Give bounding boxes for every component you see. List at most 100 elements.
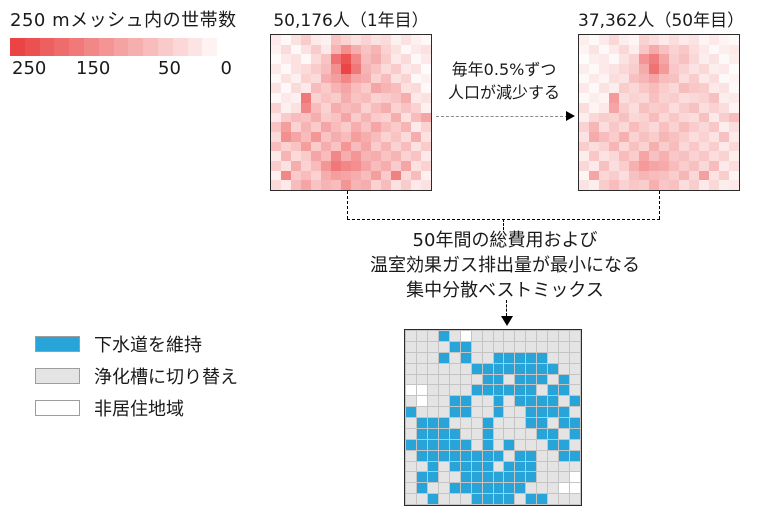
heatmap-cell <box>579 73 589 84</box>
heatmap-cell <box>619 180 629 190</box>
bestmix-cell-sewer <box>471 385 482 396</box>
heatmap-cell <box>371 170 381 181</box>
heatmap-cell <box>649 64 659 74</box>
heatmap-cell <box>589 131 599 142</box>
heatmap-cell <box>649 180 659 190</box>
heatmap-cell <box>589 102 599 113</box>
bestmix-cell-septic <box>515 407 526 417</box>
heatmap-cell <box>351 64 361 74</box>
heatmap-cell <box>659 44 669 55</box>
heatmap-cell <box>281 102 291 113</box>
heatmap-cell <box>689 102 699 113</box>
colorbar-segment <box>39 38 55 56</box>
heatmap-cell <box>709 112 719 123</box>
bestmix-cell-sewer <box>482 450 493 461</box>
heatmap-cell <box>421 122 431 132</box>
heatmap-cell <box>341 102 351 113</box>
heatmap-cell <box>361 122 371 132</box>
heatmap-cell <box>589 141 599 152</box>
bestmix-cell-septic <box>515 439 526 450</box>
colorbar-tick-50: 50 <box>158 58 181 79</box>
bestmix-cell-septic <box>427 385 438 396</box>
heatmap-cell <box>381 73 391 84</box>
heatmap-cell <box>371 180 381 190</box>
heatmap-cell <box>579 54 589 65</box>
colorbar-tick-0: 0 <box>220 58 232 79</box>
bestmix-cell-sewer <box>504 385 515 396</box>
heatmap-cell <box>709 102 719 113</box>
bestmix-cell-sewer <box>460 407 471 417</box>
heatmap-cell <box>679 64 689 74</box>
bestmix-cell-septic <box>482 352 493 363</box>
bestmix-cell-septic <box>548 483 559 494</box>
bestmix-cell-sewer <box>526 461 537 472</box>
bestmix-cell-septic <box>406 418 416 428</box>
heatmap-cell <box>371 83 381 94</box>
heatmap-cell <box>311 160 321 171</box>
bestmix-cell-septic <box>471 352 482 363</box>
heatmap-cell <box>321 160 331 171</box>
heatmap-cell <box>331 180 341 190</box>
heatmap-cell <box>391 102 401 113</box>
bestmix-cell-sewer <box>548 428 559 439</box>
heatmap-cell <box>689 44 699 55</box>
heatmap-cell <box>709 64 719 74</box>
bestmix-cell-septic <box>460 363 471 374</box>
heatmap-cell <box>629 64 639 74</box>
heatmap-cell <box>411 102 421 113</box>
heatmap-cell <box>639 44 649 55</box>
bestmix-cell-septic <box>537 472 548 483</box>
nonres-color-swatch <box>35 400 80 416</box>
heatmap-cell <box>311 170 321 181</box>
heatmap-cell <box>341 131 351 142</box>
heatmap-cell <box>371 64 381 74</box>
connector-right-vertical <box>659 191 660 219</box>
heatmap-cell <box>401 151 411 161</box>
heatmap-cell <box>669 73 679 84</box>
heatmap-cell <box>331 151 341 161</box>
legend-row-sewer: 下水道を維持 <box>35 334 238 356</box>
bestmix-cell-septic <box>406 374 416 385</box>
colorbar-segment <box>98 38 114 56</box>
heatmap-cell <box>311 44 321 55</box>
heatmap-cell <box>401 141 411 152</box>
heatmap-cell <box>411 54 421 65</box>
bestmix-cell-septic <box>559 341 570 352</box>
heatmap-cell <box>599 180 609 190</box>
bestmix-cell-sewer <box>526 407 537 417</box>
bestmix-cell-sewer <box>427 461 438 472</box>
heatmap-cell <box>421 83 431 94</box>
bestmix-cell-septic <box>570 331 580 341</box>
heatmap-cell <box>391 73 401 84</box>
bestmix-cell-sewer <box>416 418 427 428</box>
bestmix-cell-septic <box>471 439 482 450</box>
bestmix-cell-septic <box>416 341 427 352</box>
heatmap-cell <box>719 35 729 45</box>
bestmix-cell-sewer <box>526 396 537 407</box>
bestmix-cell-septic <box>460 385 471 396</box>
heatmap-cell <box>351 170 361 181</box>
heatmap-cell <box>659 73 669 84</box>
heatmap-cell <box>719 64 729 74</box>
sewer-label: 下水道を維持 <box>94 335 202 356</box>
heatmap-cell <box>271 160 281 171</box>
bestmix-cell-septic <box>438 341 449 352</box>
heatmap-cell <box>311 112 321 123</box>
bestmix-cell-septic <box>406 363 416 374</box>
heatmap-cell <box>659 180 669 190</box>
bestmix-cell-nonres <box>460 331 471 341</box>
bestmix-cell-sewer <box>559 374 570 385</box>
bestmix-cell-sewer <box>471 450 482 461</box>
heatmap-cell <box>281 170 291 181</box>
colorbar-segment <box>202 38 218 56</box>
heatmap-cell <box>331 44 341 55</box>
heatmap-cell <box>351 83 361 94</box>
bestmix-cell-sewer <box>526 494 537 504</box>
heatmap-cell <box>669 112 679 123</box>
bestmix-cell-septic <box>427 483 438 494</box>
heatmap-cell <box>589 112 599 123</box>
heatmap-cell <box>281 35 291 45</box>
heatmap-cell <box>341 35 351 45</box>
heatmap-cell <box>281 131 291 142</box>
heatmap-cell <box>361 35 371 45</box>
